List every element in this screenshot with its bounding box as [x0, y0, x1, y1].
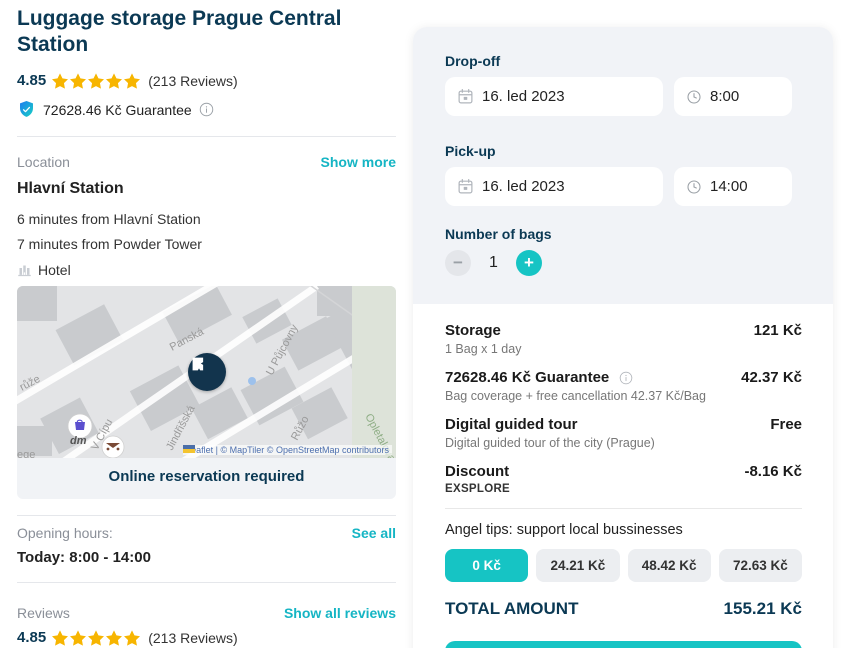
svg-text:ege: ege — [17, 449, 35, 458]
svg-text:dm: dm — [70, 435, 87, 447]
